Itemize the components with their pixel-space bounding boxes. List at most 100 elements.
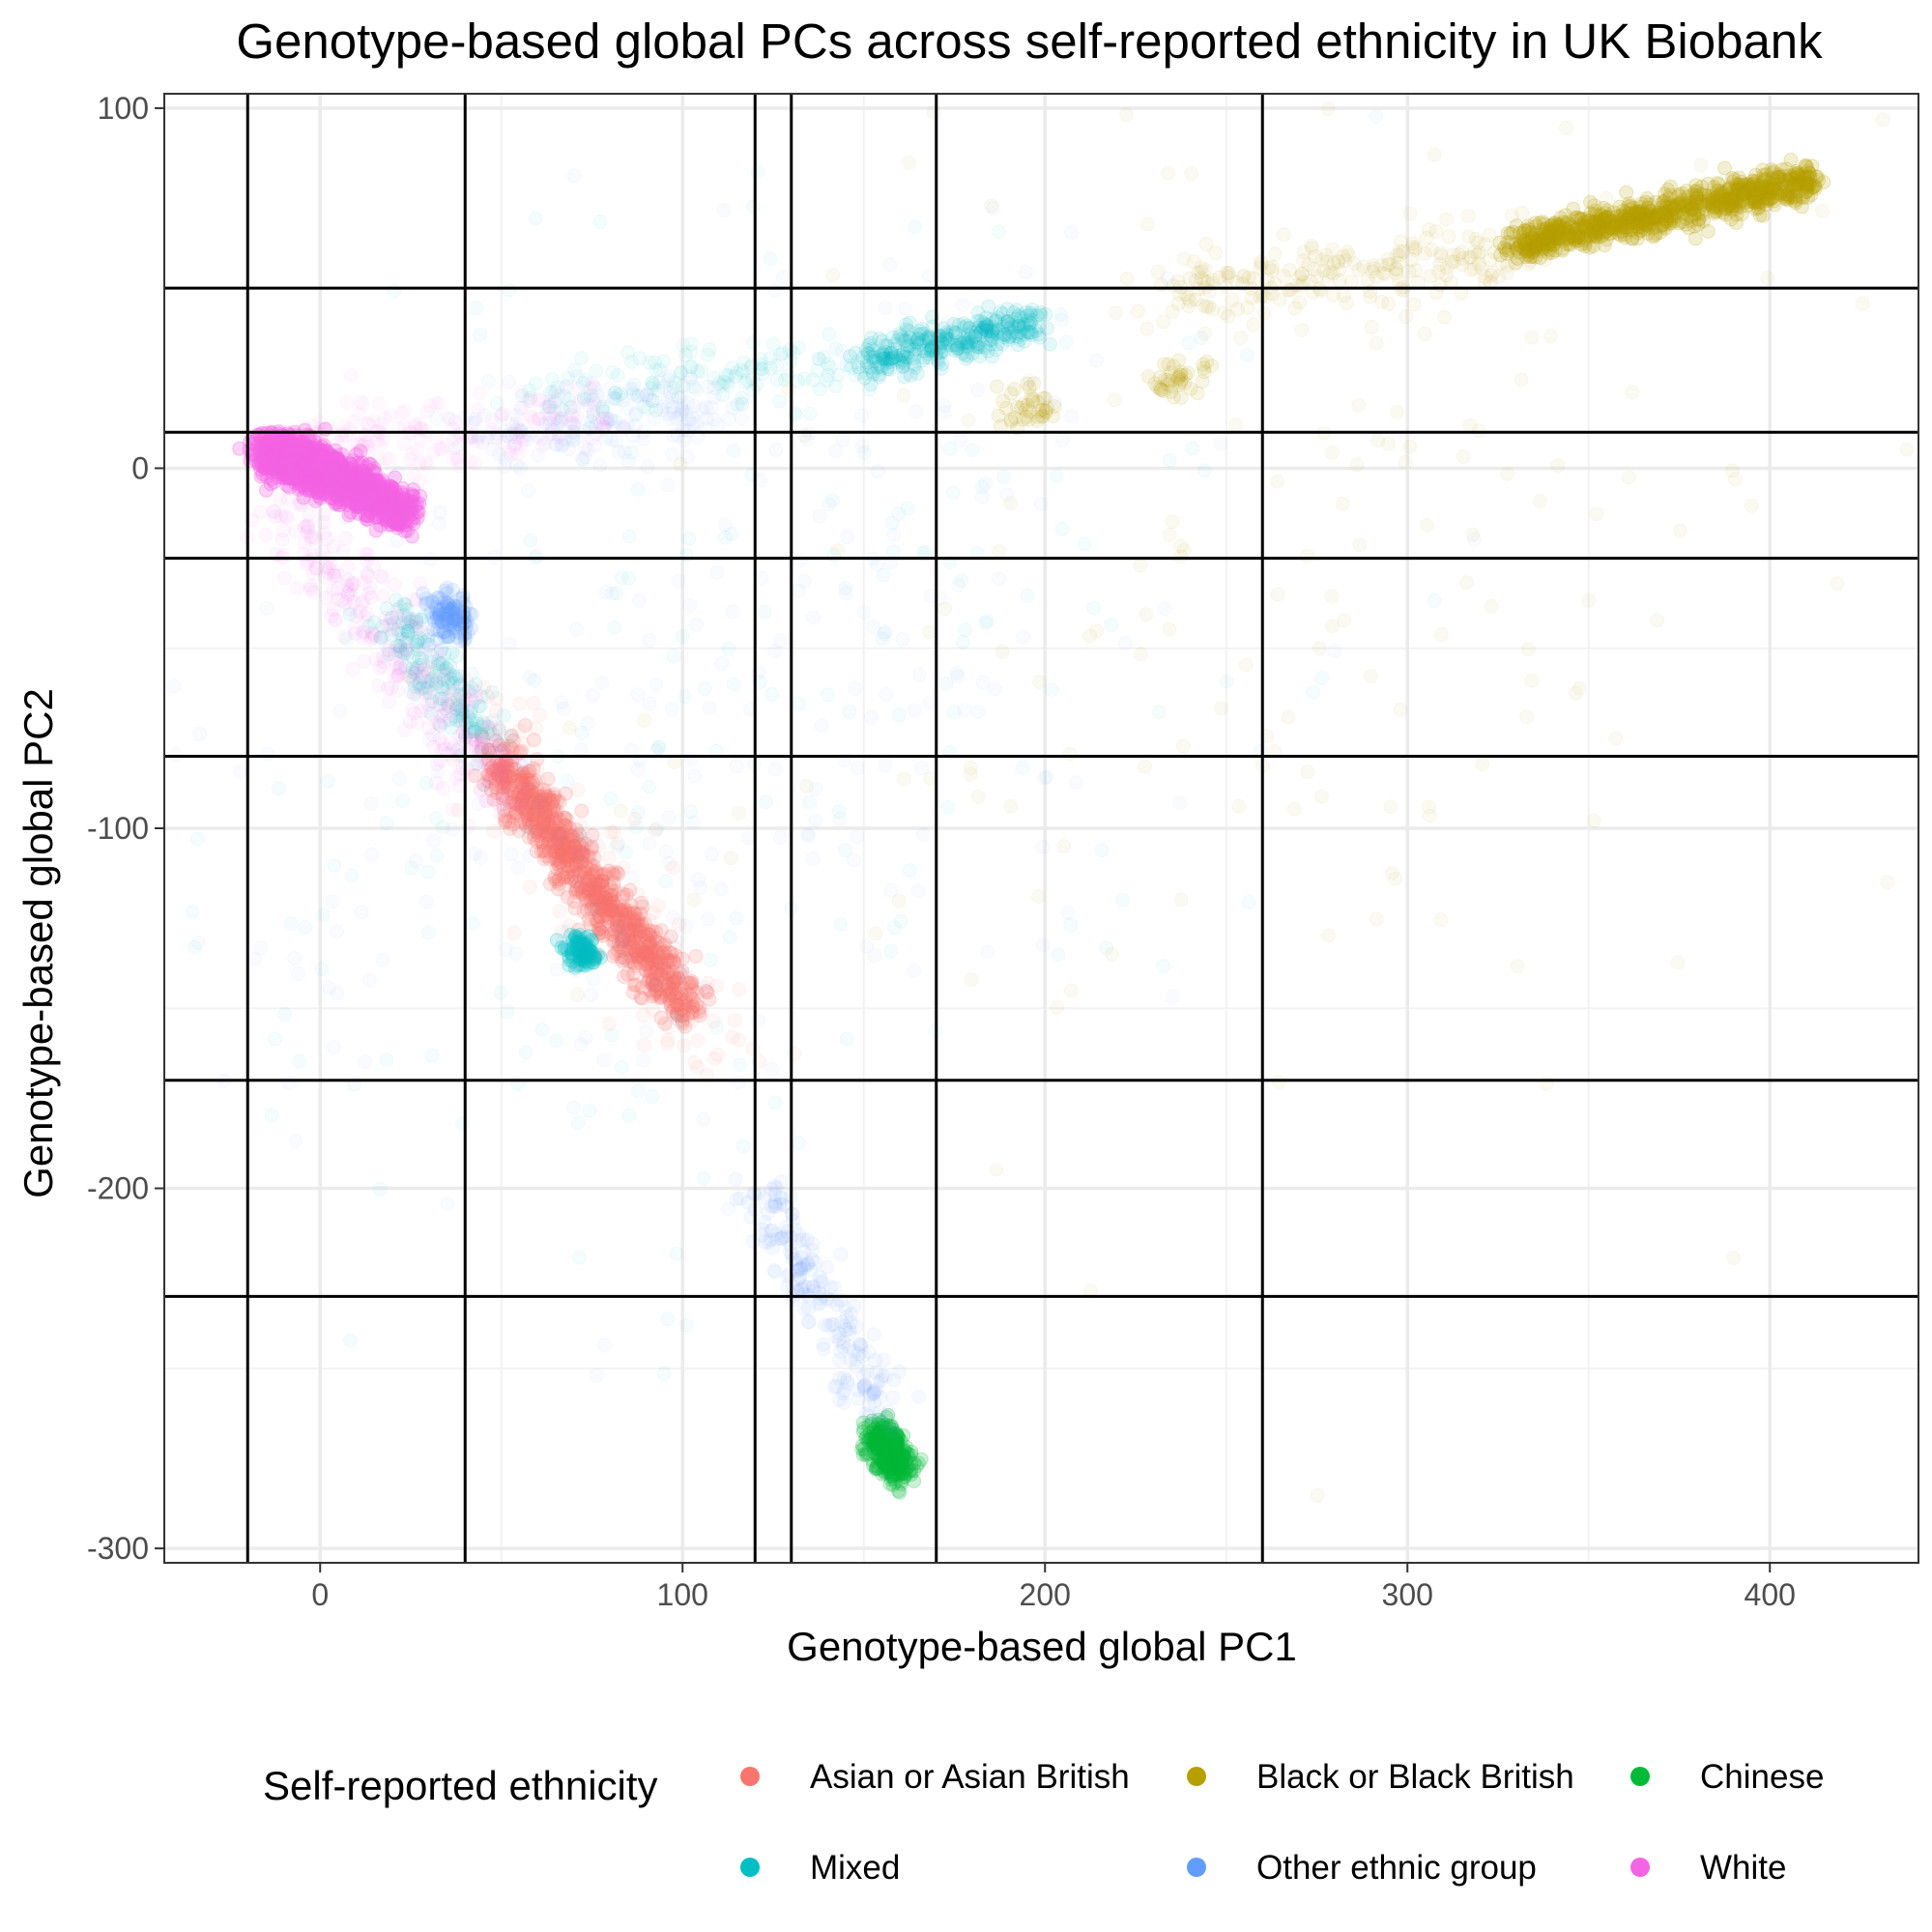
data-point — [1337, 288, 1352, 303]
data-point — [364, 847, 379, 862]
data-point — [828, 1378, 844, 1394]
data-point — [1383, 799, 1399, 815]
data-point — [1045, 409, 1060, 424]
data-point — [685, 417, 700, 431]
data-point — [1855, 296, 1870, 311]
data-point — [799, 1257, 815, 1273]
data-point — [620, 400, 634, 416]
data-point — [531, 788, 546, 803]
data-point — [648, 950, 663, 966]
data-point — [896, 388, 911, 403]
data-point — [190, 936, 206, 950]
data-point — [861, 382, 877, 397]
data-point — [287, 951, 303, 966]
data-point — [989, 1162, 1004, 1177]
data-point — [418, 894, 434, 909]
data-point — [533, 820, 549, 835]
data-point — [644, 951, 659, 966]
data-point — [847, 1343, 862, 1359]
data-point — [625, 922, 641, 937]
data-point — [495, 788, 510, 803]
data-point — [898, 302, 913, 316]
data-point — [455, 1116, 471, 1132]
data-point — [1238, 657, 1254, 673]
data-point — [1022, 372, 1037, 388]
data-point — [907, 703, 922, 718]
data-point — [526, 791, 541, 806]
data-point — [978, 616, 994, 631]
data-point — [875, 1369, 890, 1383]
data-point — [975, 675, 991, 690]
data-point — [1185, 441, 1200, 456]
data-point — [560, 773, 575, 789]
data-point — [1139, 607, 1154, 622]
data-point — [429, 848, 445, 863]
data-point — [1422, 799, 1436, 815]
data-point — [556, 701, 571, 716]
data-point — [562, 720, 577, 735]
data-point — [1389, 404, 1404, 419]
data-point — [1184, 165, 1199, 181]
data-point — [645, 976, 660, 992]
data-point — [648, 931, 662, 946]
data-point — [651, 951, 667, 966]
data-point — [602, 890, 617, 906]
data-point — [1433, 627, 1449, 643]
data-point — [1369, 335, 1384, 351]
data-point — [512, 696, 528, 711]
data-point — [628, 914, 644, 930]
data-point — [1597, 238, 1612, 253]
data-point — [581, 894, 596, 909]
data-point — [1402, 439, 1418, 454]
data-point — [290, 966, 305, 981]
data-point — [759, 794, 774, 810]
data-point — [717, 517, 733, 533]
data-point — [623, 939, 639, 955]
data-point — [1732, 170, 1747, 186]
data-point — [733, 1191, 748, 1206]
data-point — [425, 594, 441, 610]
data-point — [569, 368, 585, 384]
data-point — [1622, 206, 1637, 221]
data-point — [772, 393, 787, 409]
data-point — [492, 757, 507, 772]
data-point — [642, 779, 657, 794]
data-point — [601, 851, 617, 866]
data-point — [640, 459, 655, 475]
data-point — [685, 999, 701, 1014]
data-point — [521, 483, 535, 499]
data-point — [1196, 298, 1211, 313]
data-point — [1621, 470, 1636, 485]
data-point — [506, 925, 522, 940]
data-point — [1327, 644, 1342, 659]
data-point — [408, 853, 423, 868]
data-point — [1138, 759, 1153, 774]
data-point — [640, 964, 655, 979]
data-point — [787, 1046, 802, 1061]
data-point — [481, 374, 496, 389]
data-point — [655, 399, 671, 415]
data-point — [1019, 304, 1034, 320]
data-point — [1219, 674, 1234, 689]
data-point — [820, 687, 835, 703]
data-point — [908, 219, 923, 235]
data-point — [640, 956, 655, 971]
data-point — [772, 1197, 788, 1212]
data-point — [498, 942, 513, 957]
data-point — [1064, 409, 1080, 424]
data-point — [1422, 221, 1437, 237]
data-point — [900, 338, 915, 354]
data-point — [1221, 308, 1236, 324]
data-point — [921, 332, 937, 347]
data-point — [847, 852, 862, 868]
data-point — [764, 687, 780, 702]
data-point — [1760, 271, 1775, 286]
data-point — [805, 1236, 821, 1252]
data-point — [664, 999, 679, 1015]
data-point — [686, 815, 702, 830]
data-point — [604, 927, 620, 942]
data-point — [1475, 757, 1490, 772]
data-point — [585, 878, 600, 893]
data-point — [648, 986, 663, 1000]
data-point — [505, 790, 520, 805]
